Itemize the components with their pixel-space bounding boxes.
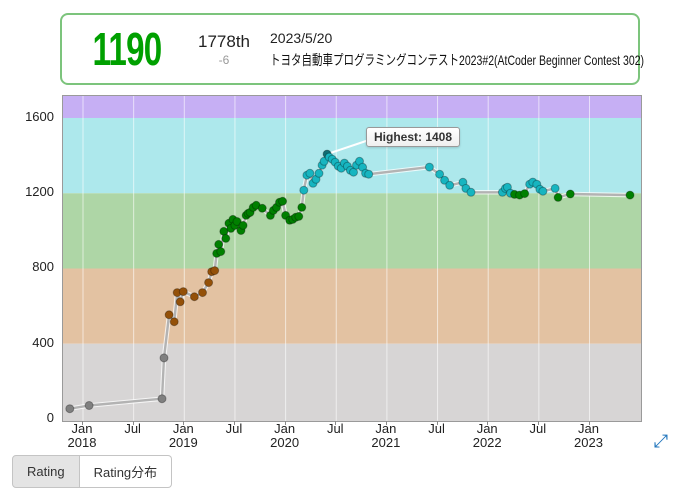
x-tick-label: Jan (172, 421, 194, 436)
rating-point[interactable] (297, 202, 307, 212)
rating-point[interactable] (565, 189, 575, 199)
contest-date: 2023/5/20 (270, 30, 333, 46)
rating-point[interactable] (445, 180, 455, 190)
rating-value: 1190 (92, 23, 163, 75)
x-tick-mark (436, 421, 438, 425)
x-tick-mark (284, 421, 286, 425)
rating-chart[interactable] (62, 95, 642, 422)
x-tick-mark (233, 421, 235, 425)
x-tick-mark (335, 421, 337, 425)
y-tick-label: 800 (32, 259, 54, 275)
x-tick-year-label: 2018 (67, 435, 97, 450)
tab-rating-distribution[interactable]: Rating分布 (79, 455, 173, 488)
rating-point[interactable] (294, 211, 304, 221)
rating-point[interactable] (466, 187, 476, 197)
chart-plot-area[interactable] (63, 96, 641, 421)
contest-name: トヨタ自動車プログラミングコンテスト2023#2(AtCoder Beginne… (270, 52, 645, 68)
x-tick-label: Jul (326, 421, 344, 436)
rating-point[interactable] (204, 278, 214, 288)
x-tick-label: Jul (428, 421, 445, 436)
rating-point[interactable] (198, 288, 207, 298)
rating-band (63, 96, 641, 118)
rating-band (63, 193, 641, 269)
chart-tab-bar: Rating Rating分布 (12, 455, 173, 488)
x-tick-label: Jul (124, 421, 141, 436)
rating-point[interactable] (157, 394, 167, 404)
x-tick-year-label: 2019 (168, 435, 198, 450)
x-tick-year-label: 2020 (270, 435, 300, 450)
rating-point[interactable] (364, 169, 374, 179)
x-tick-label: Jan (375, 421, 397, 436)
y-tick-label: 1200 (25, 184, 54, 200)
rating-point[interactable] (424, 162, 434, 172)
rating-point[interactable] (216, 247, 226, 257)
rating-point[interactable] (178, 287, 188, 297)
rating-point[interactable] (553, 192, 563, 202)
rating-point[interactable] (65, 404, 75, 414)
x-tick-year-label: 2022 (472, 435, 502, 450)
rating-point[interactable] (238, 220, 248, 230)
x-tick-year-label: 2021 (371, 435, 401, 450)
rating-point[interactable] (221, 233, 231, 243)
rating-point[interactable] (232, 217, 242, 226)
highest-tooltip: Highest: 1408 (366, 127, 461, 147)
rating-point[interactable] (278, 196, 288, 206)
x-tick-label: Jan (476, 421, 498, 436)
rating-point[interactable] (210, 266, 220, 276)
rating-point[interactable] (314, 168, 324, 178)
header-card: 1190 1778th -6 2023/5/20 トヨタ自動車プログラミングコン… (60, 13, 644, 85)
x-tick-mark (537, 421, 539, 425)
rating-point[interactable] (349, 167, 358, 177)
y-tick-label: 400 (32, 334, 54, 350)
rating-point[interactable] (625, 190, 635, 200)
rating-point[interactable] (175, 297, 185, 307)
rating-delta: -6 (218, 52, 230, 67)
x-tick-mark (487, 421, 489, 425)
rank-block: 1778th -6 (192, 32, 256, 67)
resize-handle-icon[interactable]: ⤢ (653, 431, 669, 451)
x-tick-mark (82, 421, 83, 425)
highest-connector (326, 139, 370, 156)
x-tick-mark (132, 421, 134, 425)
x-tick-mark (183, 421, 185, 425)
rating-point[interactable] (305, 168, 315, 178)
rating-band (63, 268, 641, 344)
tab-rating[interactable]: Rating (12, 455, 80, 488)
rating-point[interactable] (164, 310, 174, 320)
x-tick-year-label: 2023 (574, 435, 603, 450)
rating-point[interactable] (84, 401, 94, 410)
rating-point[interactable] (440, 175, 450, 185)
rating-band (63, 117, 641, 194)
x-tick-mark (588, 421, 590, 425)
x-tick-label: Jan (274, 421, 296, 436)
rating-point[interactable] (159, 353, 169, 363)
y-tick-label: 1600 (25, 108, 54, 124)
x-tick-label: Jul (225, 421, 243, 436)
y-tick-label: 0 (46, 410, 54, 425)
rating-point[interactable] (257, 203, 267, 213)
x-tick-mark (385, 421, 387, 425)
rating-band (63, 343, 641, 421)
rating-point[interactable] (189, 292, 199, 302)
rating-point[interactable] (538, 186, 548, 196)
rank-value: 1778th (198, 31, 250, 51)
rating-point[interactable] (520, 189, 530, 199)
rating-point[interactable] (169, 317, 179, 327)
x-tick-label: Jul (529, 421, 547, 436)
contest-block: 2023/5/20 トヨタ自動車プログラミングコンテスト2023#2(AtCod… (270, 28, 644, 70)
x-tick-label: Jan (71, 421, 93, 436)
x-tick-label: Jan (578, 421, 599, 436)
rating-point[interactable] (550, 183, 560, 193)
rating-point[interactable] (299, 185, 309, 195)
rating-point[interactable] (435, 169, 445, 179)
